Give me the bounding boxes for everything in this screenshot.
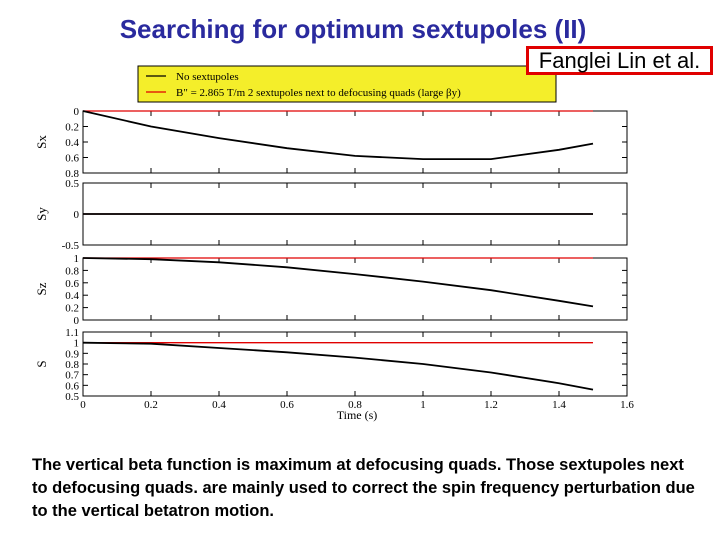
panel-frame [82,331,628,397]
panel-frame [82,110,628,174]
x-tick-label: 1.2 [484,399,498,411]
legend-box [137,65,557,103]
panel-1: 0 0.2 0.4 0.6 0.8 Sx [34,106,628,180]
y-axis-label: S [34,360,49,367]
y-tick-label: 0.8 [65,359,79,371]
y-tick-label: 0.6 [65,380,79,392]
slide-title: Searching for optimum sextupoles (II) [0,14,720,45]
y-tick-label: 0.5 [65,178,79,190]
y-tick-label: 1 [74,253,80,265]
y-axis-label: Sy [34,207,49,221]
y-tick-label: 0.2 [65,122,79,134]
y-tick-label: 0.2 [65,303,79,315]
y-tick-label: 0.4 [65,137,79,149]
series-line-no-sextupoles [82,341,594,391]
y-tick-label: 0.5 [65,391,79,403]
chart-figure: No sextupoles B" = 2.865 T/m 2 sextupoles… [34,65,634,422]
x-tick-label: 1.6 [620,399,634,411]
author-credit-box: Fanglei Lin et al. [526,46,713,75]
y-tick-label: 0.9 [65,348,79,360]
y-tick-label: 0.6 [65,153,79,165]
y-tick-label: 1.1 [65,327,79,339]
slide-title-text: Searching for optimum sextupoles (II) [119,14,587,44]
y-tick-label: 0.8 [65,265,79,277]
panel-frame [82,257,628,321]
x-tick-label: 0.2 [144,399,158,411]
y-tick-label: 0 [74,315,80,327]
y-tick-label: 0 [74,106,80,118]
y-tick-label: 0 [74,209,80,221]
x-tick-label: 1 [420,399,426,411]
x-tick-label: 0.4 [212,399,226,411]
y-axis-label: Sz [34,282,49,295]
x-tick-label: 1.4 [552,399,566,411]
slide-caption: The vertical beta function is maximum at… [32,456,695,520]
x-axis-label: Time (s) [337,408,378,422]
series-line-no-sextupoles [82,257,594,308]
chart-legend: No sextupoles B" = 2.865 T/m 2 sextupoles… [137,65,557,103]
legend-label-2: B" = 2.865 T/m 2 sextupoles next to defo… [176,87,461,99]
series-line-no-sextupoles [82,110,594,161]
y-tick-label: 0.4 [65,290,79,302]
y-tick-label: 0.8 [65,168,79,180]
x-tick-label: 0.6 [280,399,294,411]
panel-3: 10.80.60.40.20 Sz [34,253,628,327]
legend-label-1: No sextupoles [176,71,239,83]
y-tick-label: 0.7 [65,370,79,382]
x-axis: 0 0.2 0.4 0.6 0.8 1 1.2 1.4 1.6 Time (s) [80,399,634,422]
y-tick-label: -0.5 [62,240,80,252]
x-tick-label: 0.8 [348,399,362,411]
panel-2: 0.5 0 -0.5 Sy [34,178,628,252]
x-tick-label: 0 [80,399,86,411]
chart-panels: 00.20.40.60.8Sx0.50-0.5Sy10.80.60.40.20S… [34,106,628,403]
panel-4: 1.110.90.80.70.60.5 S [34,327,628,403]
y-tick-label: 1 [74,338,80,350]
author-credit: Fanglei Lin et al. [538,48,701,73]
y-tick-label: 0.6 [65,278,79,290]
y-axis-label: Sx [34,135,49,149]
